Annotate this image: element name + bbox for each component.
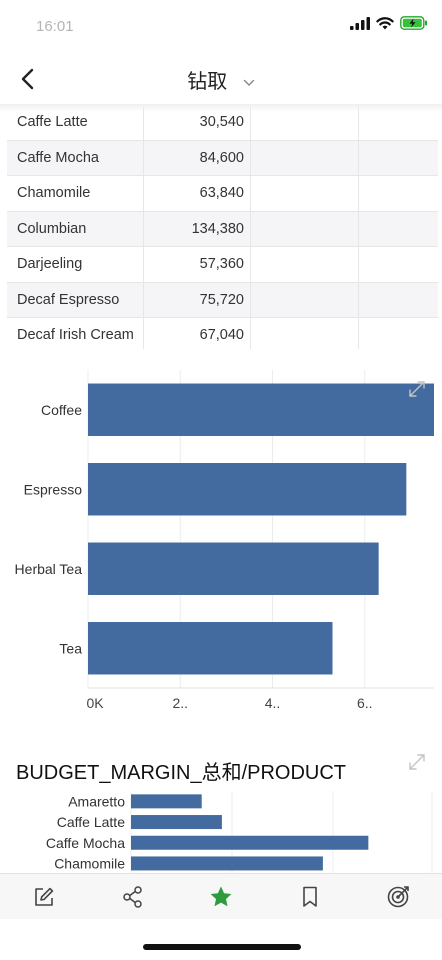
- value-cell: 67,040: [144, 318, 251, 349]
- edit-button[interactable]: [31, 884, 57, 910]
- expand-icon[interactable]: [408, 753, 426, 771]
- star-icon: [210, 886, 232, 907]
- table-row[interactable]: Columbian 134,380: [7, 211, 438, 247]
- y-tick-label: Caffe Latte: [57, 814, 125, 830]
- home-indicator: [143, 944, 301, 950]
- table-row[interactable]: Decaf Espresso 75,720: [7, 282, 438, 318]
- bar: [88, 622, 333, 675]
- drill-target-button[interactable]: [385, 884, 411, 910]
- bar: [131, 856, 323, 871]
- bottom-toolbar: [0, 873, 442, 919]
- empty-cell: [251, 211, 359, 246]
- product-cell: Decaf Espresso: [7, 282, 144, 317]
- y-tick-label: Coffee: [41, 402, 82, 418]
- bar: [88, 463, 407, 516]
- empty-cell: [251, 140, 359, 175]
- product-cell: Darjeeling: [7, 247, 144, 282]
- value-cell: 30,540: [144, 105, 251, 140]
- navigation-bar: 钻取: [0, 54, 442, 104]
- page-title-dropdown[interactable]: 钻取: [0, 65, 442, 94]
- value-cell: 134,380: [144, 211, 251, 246]
- bar: [131, 835, 369, 850]
- empty-cell: [251, 247, 359, 282]
- empty-cell: [251, 105, 359, 140]
- chart-canvas: Coffee Espresso Herbal Tea Tea 0K 2.. 4.. 6..: [15, 370, 434, 711]
- back-button[interactable]: [14, 64, 44, 94]
- value-cell: 84,600: [144, 140, 251, 175]
- x-tick-label: 6..: [357, 695, 373, 711]
- product-cell: Columbian: [7, 211, 144, 246]
- product-cell: Decaf Irish Cream: [7, 318, 144, 349]
- empty-cell: [359, 176, 438, 211]
- empty-cell: [251, 176, 359, 211]
- y-tick-label: Tea: [59, 640, 82, 656]
- product-cell: Chamomile: [7, 176, 144, 211]
- table-row[interactable]: Caffe Latte 30,540: [7, 105, 438, 141]
- data-table[interactable]: Caffe Latte 30,540 Caffe Mocha 84,600 Ch…: [7, 104, 438, 349]
- budget-margin-bar-chart[interactable]: BUDGET_MARGIN_总和/PRODUCT Amaretto Caffe L…: [0, 745, 442, 873]
- share-icon: [123, 886, 142, 908]
- empty-cell: [359, 283, 438, 318]
- wifi-icon: [376, 16, 394, 29]
- status-bar: 16:01: [0, 0, 442, 54]
- table-row[interactable]: Chamomile 63,840: [7, 176, 438, 212]
- bookmark-button[interactable]: [297, 884, 323, 910]
- x-tick-label: 0K: [86, 695, 104, 711]
- empty-cell: [251, 318, 359, 349]
- product-type-bar-chart[interactable]: Coffee Espresso Herbal Tea Tea 0K 2.. 4.. 6..: [0, 360, 442, 720]
- empty-cell: [359, 141, 438, 176]
- header-shadow: [0, 104, 442, 112]
- bookmark-icon: [303, 886, 317, 907]
- table-row[interactable]: Caffe Mocha 84,600: [7, 140, 438, 176]
- y-tick-label: Herbal Tea: [15, 561, 83, 577]
- empty-cell: [359, 318, 438, 349]
- cellular-signal-icon: [350, 16, 370, 30]
- bar: [131, 815, 222, 830]
- bar: [88, 542, 379, 595]
- product-cell: Caffe Mocha: [7, 140, 144, 175]
- chart-title: BUDGET_MARGIN_总和/PRODUCT: [16, 762, 347, 784]
- table-row[interactable]: Darjeeling 57,360: [7, 247, 438, 283]
- edit-icon: [35, 887, 54, 906]
- favorite-button[interactable]: [208, 884, 234, 910]
- empty-cell: [359, 212, 438, 247]
- chevron-down-icon: [243, 79, 254, 86]
- value-cell: 75,720: [144, 282, 251, 317]
- empty-cell: [359, 247, 438, 282]
- status-icons: [350, 16, 428, 30]
- bar: [88, 383, 434, 436]
- table-row[interactable]: Decaf Irish Cream 67,040: [7, 318, 438, 349]
- x-tick-label: 4..: [265, 695, 281, 711]
- value-cell: 57,360: [144, 247, 251, 282]
- battery-charging-icon: [400, 16, 427, 30]
- page-title: 钻取: [187, 71, 228, 93]
- empty-cell: [251, 282, 359, 317]
- status-time: 16:01: [36, 18, 74, 35]
- expand-icon[interactable]: [408, 380, 426, 398]
- x-tick-label: 2..: [172, 695, 188, 711]
- y-tick-label: Espresso: [24, 481, 83, 497]
- chevron-left-icon: [21, 68, 34, 90]
- chart-canvas: Amaretto Caffe Latte Caffe Mocha Chamomile: [46, 791, 433, 873]
- y-tick-label: Chamomile: [54, 855, 125, 871]
- y-tick-label: Caffe Mocha: [46, 835, 125, 851]
- value-cell: 63,840: [144, 176, 251, 211]
- target-icon: [387, 886, 409, 908]
- y-tick-label: Amaretto: [68, 793, 125, 809]
- share-button[interactable]: [120, 884, 146, 910]
- bar: [131, 794, 202, 809]
- product-cell: Caffe Latte: [7, 105, 144, 140]
